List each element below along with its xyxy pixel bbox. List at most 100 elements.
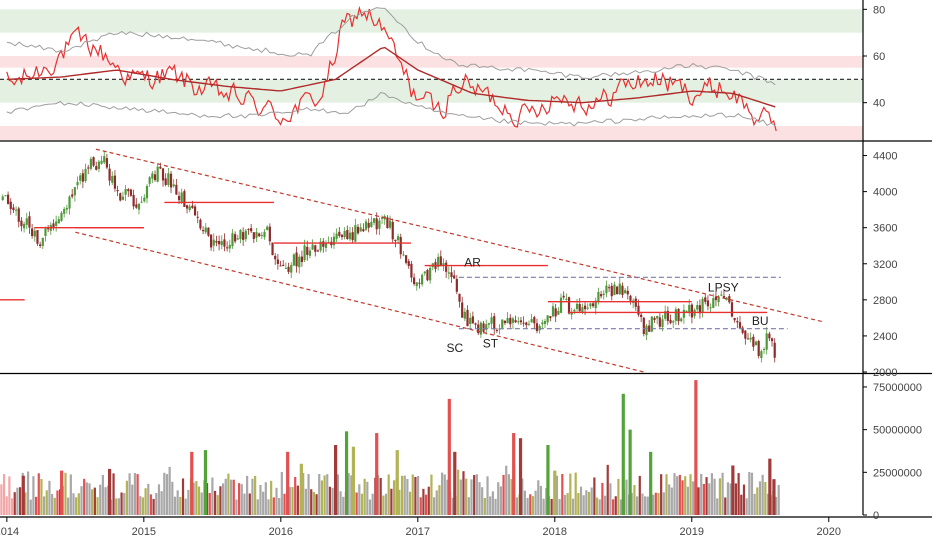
volume-bar-126 — [336, 474, 340, 515]
candle-147 — [394, 239, 397, 242]
candle-117 — [314, 245, 317, 252]
candle-256 — [685, 311, 688, 313]
volume-bar-231 — [617, 478, 620, 515]
candle-173 — [463, 311, 466, 319]
volume-bar-101 — [270, 480, 273, 515]
candle-120 — [322, 241, 325, 247]
volume-tick-label-3: 75000000 — [873, 382, 922, 394]
volume-bar-67 — [179, 496, 182, 515]
volume-bar-200 — [534, 490, 537, 515]
candle-71 — [191, 205, 194, 208]
volume-bar-87 — [232, 479, 235, 515]
volume-spike-5 — [286, 451, 290, 515]
candle-242 — [648, 325, 651, 332]
candle-263 — [704, 297, 707, 302]
candle-131 — [351, 232, 354, 241]
volume-bar-13 — [34, 496, 38, 515]
candle-268 — [717, 296, 720, 303]
volume-bar-163 — [435, 490, 438, 515]
volume-bar-201 — [537, 480, 540, 515]
candle-200 — [535, 323, 539, 332]
volume-bar-93 — [248, 493, 251, 515]
volume-bar-145 — [387, 474, 390, 515]
volume-bar-100 — [267, 499, 270, 515]
candle-235 — [629, 295, 632, 301]
volume-bar-157 — [419, 497, 422, 515]
volume-bar-63 — [168, 466, 171, 515]
candle-99 — [266, 226, 269, 231]
volume-bar-166 — [443, 474, 446, 515]
candle-63 — [169, 173, 173, 188]
candle-249 — [666, 310, 669, 321]
price-tick-label-3: 3200 — [873, 259, 897, 271]
rsi-zone-3 — [0, 126, 863, 140]
volume-bar-99 — [264, 482, 267, 515]
candle-30 — [81, 173, 84, 182]
candle-97 — [260, 234, 263, 236]
volume-bar-124 — [331, 487, 334, 515]
volume-bar-72 — [192, 482, 195, 515]
candle-212 — [567, 297, 571, 314]
candle-86 — [231, 233, 234, 246]
candle-276 — [738, 322, 742, 328]
x-tick-label-2018: 2018 — [543, 526, 567, 538]
candle-9 — [25, 218, 28, 225]
candle-222 — [594, 300, 597, 309]
volume-bar-103 — [275, 487, 278, 515]
candle-77 — [207, 227, 210, 236]
candle-157 — [421, 274, 424, 285]
candle-282 — [754, 341, 758, 346]
candle-226 — [605, 285, 608, 294]
volume-bar-109 — [291, 487, 294, 515]
volume-bar-173 — [462, 471, 465, 515]
candle-82 — [220, 241, 223, 246]
volume-bar-34 — [91, 489, 94, 515]
candle-106 — [284, 267, 287, 269]
candle-16 — [44, 228, 47, 236]
candle-103 — [276, 259, 279, 264]
rsi-zone-1 — [0, 56, 863, 68]
candle-33 — [89, 158, 92, 169]
volume-bar-286 — [764, 482, 767, 515]
candle-274 — [733, 317, 736, 321]
candle-83 — [223, 239, 226, 247]
candle-104 — [279, 265, 282, 267]
candle-28 — [76, 181, 79, 186]
x-tick-label-2019: 2019 — [680, 526, 704, 538]
candle-221 — [591, 303, 595, 307]
candle-180 — [482, 323, 485, 332]
candle-35 — [95, 166, 98, 170]
candle-56 — [151, 173, 154, 179]
volume-bar-282 — [753, 493, 756, 515]
volume-bar-68 — [181, 478, 185, 515]
volume-bar-229 — [611, 499, 615, 515]
volume-bar-113 — [302, 472, 305, 515]
candle-172 — [461, 302, 464, 318]
candle-285 — [762, 348, 766, 350]
candle-94 — [252, 232, 255, 239]
candle-0 — [1, 196, 4, 200]
volume-bar-152 — [406, 478, 409, 515]
price-tick-label-2: 2800 — [873, 295, 897, 307]
volume-bar-232 — [619, 499, 623, 515]
candle-69 — [185, 205, 189, 209]
candle-284 — [760, 351, 763, 359]
candle-22 — [60, 212, 63, 221]
candle-100 — [268, 226, 271, 242]
volume-bar-10 — [26, 471, 30, 515]
candle-244 — [653, 317, 656, 320]
candle-90 — [242, 232, 245, 240]
volume-bar-202 — [539, 485, 543, 515]
volume-bar-42 — [112, 473, 115, 515]
candle-151 — [404, 255, 408, 263]
volume-bar-236 — [630, 493, 633, 515]
candle-247 — [661, 319, 664, 327]
candle-111 — [298, 256, 301, 268]
candle-45 — [121, 196, 125, 200]
volume-bar-266 — [710, 473, 714, 515]
candle-199 — [533, 317, 536, 324]
candle-176 — [471, 316, 474, 324]
candle-241 — [645, 325, 648, 336]
candle-89 — [239, 229, 242, 240]
axes — [0, 0, 932, 522]
